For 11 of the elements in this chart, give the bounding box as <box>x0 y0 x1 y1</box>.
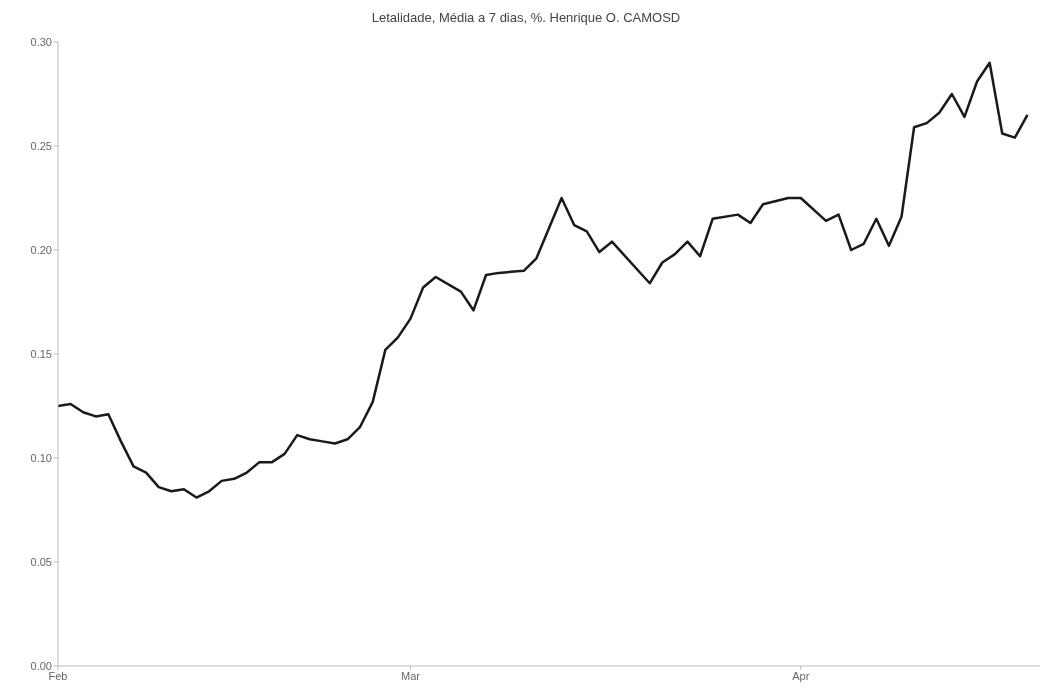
y-tick-label: 0.00 <box>30 659 52 672</box>
y-tick-label: 0.25 <box>30 139 52 152</box>
y-tick-label: 0.30 <box>30 35 52 48</box>
x-tick-label: Feb <box>48 669 68 682</box>
y-tick-label: 0.20 <box>30 243 52 256</box>
x-tick-label: Apr <box>792 669 810 682</box>
y-tick-label: 0.05 <box>30 555 52 568</box>
x-tick-label: Mar <box>401 669 421 682</box>
y-tick-label: 0.10 <box>30 451 52 464</box>
y-tick-label: 0.15 <box>30 347 52 360</box>
chart-title: Letalidade, Média a 7 dias, %. Henrique O. CAMOSD <box>370 9 682 27</box>
